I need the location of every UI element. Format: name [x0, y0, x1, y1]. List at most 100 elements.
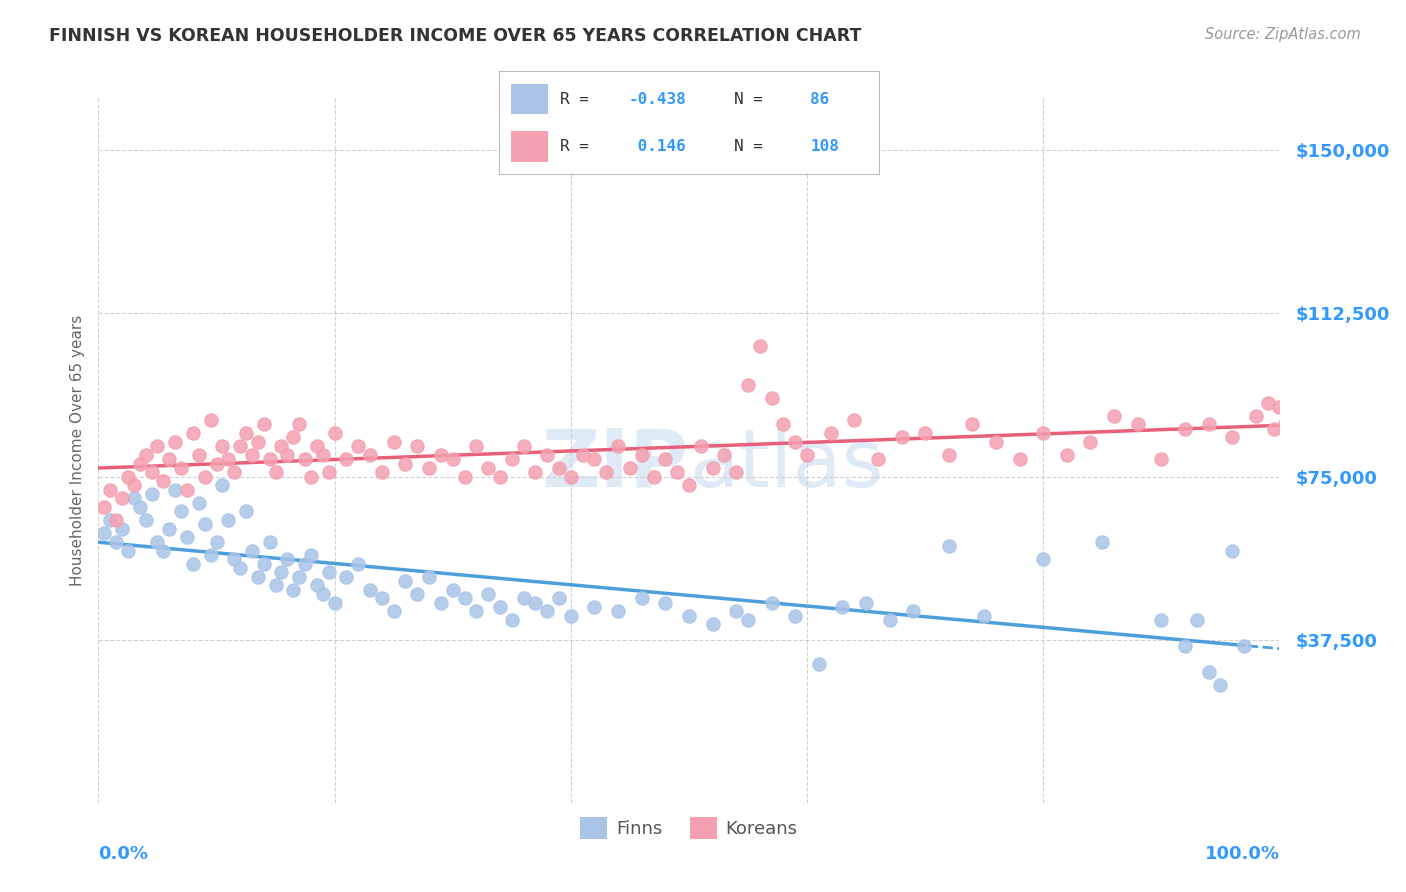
Text: N =: N = — [734, 92, 773, 106]
Point — [93, 526, 115, 541]
Point — [465, 439, 488, 453]
Text: ZIP: ZIP — [541, 425, 689, 504]
Point — [571, 448, 593, 462]
Point — [205, 457, 228, 471]
Text: -0.438: -0.438 — [628, 92, 686, 106]
Point — [283, 430, 305, 444]
Point — [1257, 395, 1279, 409]
Point — [323, 425, 346, 440]
Point — [761, 391, 783, 405]
Point — [1032, 552, 1054, 566]
Point — [323, 596, 346, 610]
Point — [111, 491, 134, 506]
Point — [643, 469, 665, 483]
Text: Source: ZipAtlas.com: Source: ZipAtlas.com — [1205, 27, 1361, 42]
Text: 100.0%: 100.0% — [1205, 845, 1279, 863]
Point — [1056, 448, 1078, 462]
Point — [548, 591, 571, 606]
Point — [371, 591, 394, 606]
Point — [117, 543, 139, 558]
Point — [430, 596, 453, 610]
Point — [1316, 417, 1339, 432]
Point — [305, 578, 328, 592]
Point — [1091, 534, 1114, 549]
Point — [235, 425, 257, 440]
Point — [524, 465, 547, 479]
Point — [382, 434, 405, 449]
Point — [382, 604, 405, 618]
Point — [702, 617, 724, 632]
Point — [259, 534, 281, 549]
Point — [796, 448, 818, 462]
Point — [135, 513, 157, 527]
Point — [536, 448, 558, 462]
Point — [630, 448, 652, 462]
Point — [1102, 409, 1125, 423]
Point — [406, 587, 429, 601]
Point — [122, 478, 145, 492]
Point — [394, 457, 416, 471]
Point — [181, 557, 204, 571]
Point — [157, 452, 180, 467]
Point — [785, 434, 807, 449]
Point — [305, 439, 328, 453]
Point — [187, 496, 209, 510]
Y-axis label: Householder Income Over 65 years: Householder Income Over 65 years — [69, 315, 84, 586]
Point — [560, 608, 582, 623]
Point — [914, 425, 936, 440]
Point — [176, 483, 198, 497]
Point — [347, 557, 370, 571]
Point — [141, 487, 163, 501]
Point — [312, 448, 335, 462]
Point — [725, 465, 748, 479]
Point — [299, 548, 322, 562]
Point — [866, 452, 889, 467]
Point — [283, 582, 305, 597]
Point — [117, 469, 139, 483]
Point — [962, 417, 984, 432]
Point — [1174, 422, 1197, 436]
Point — [654, 596, 676, 610]
Text: R =: R = — [560, 92, 599, 106]
Point — [512, 591, 534, 606]
Point — [713, 448, 735, 462]
Point — [270, 566, 292, 580]
Point — [501, 452, 523, 467]
Point — [318, 566, 340, 580]
Point — [938, 539, 960, 553]
Point — [146, 439, 169, 453]
Point — [105, 534, 128, 549]
Point — [689, 439, 711, 453]
Point — [165, 434, 187, 449]
Text: N =: N = — [734, 139, 773, 153]
Point — [264, 578, 287, 592]
Point — [536, 604, 558, 618]
Point — [560, 469, 582, 483]
Point — [441, 452, 464, 467]
Point — [253, 557, 276, 571]
Point — [194, 517, 217, 532]
Point — [122, 491, 145, 506]
Point — [583, 452, 606, 467]
Point — [359, 582, 381, 597]
Point — [1126, 417, 1149, 432]
Point — [259, 452, 281, 467]
Point — [347, 439, 370, 453]
Point — [194, 469, 217, 483]
Point — [785, 608, 807, 623]
Point — [984, 434, 1007, 449]
Point — [737, 378, 759, 392]
Point — [288, 417, 311, 432]
Point — [1198, 665, 1220, 680]
Point — [1080, 434, 1102, 449]
Point — [619, 461, 641, 475]
Legend: Finns, Koreans: Finns, Koreans — [572, 810, 806, 847]
Point — [607, 604, 630, 618]
Point — [235, 504, 257, 518]
Point — [477, 461, 499, 475]
Point — [761, 596, 783, 610]
Point — [152, 543, 174, 558]
Point — [294, 557, 316, 571]
Point — [607, 439, 630, 453]
Point — [1274, 417, 1296, 432]
